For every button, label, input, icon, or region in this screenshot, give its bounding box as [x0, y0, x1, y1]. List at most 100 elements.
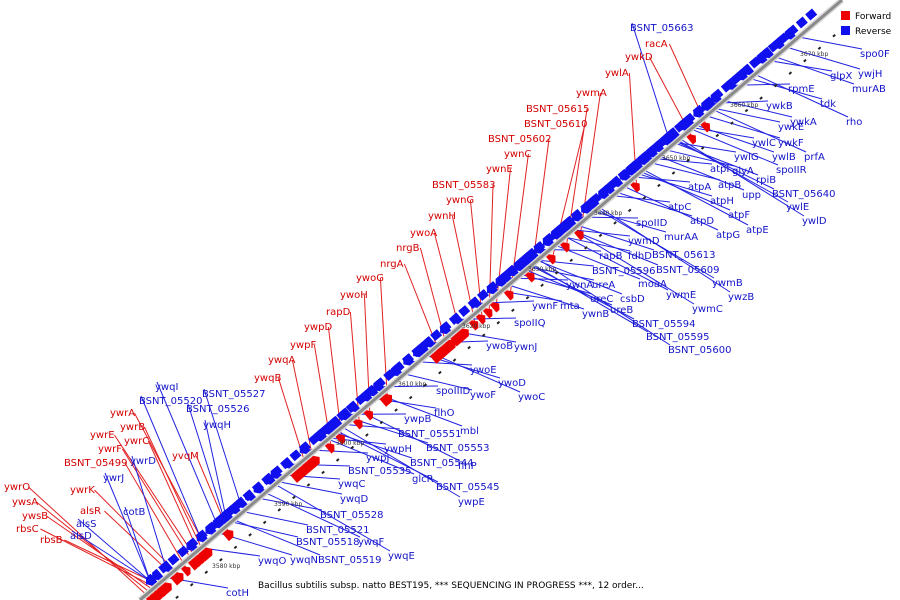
gene-label-atpC[interactable]: atpC	[668, 202, 691, 213]
gene-label-ywlE[interactable]: ywlE	[786, 202, 809, 213]
gene-label-ywkB[interactable]: ywkB	[766, 101, 793, 112]
gene-label-atpA[interactable]: atpA	[688, 182, 711, 193]
gene-label-cotH[interactable]: cotH	[226, 588, 249, 599]
gene-label-rho[interactable]: rho	[846, 117, 862, 128]
gene-label-ywoC[interactable]: ywoC	[518, 392, 545, 403]
gene-label-ywlB[interactable]: ywlB	[772, 152, 796, 163]
gene-label-ywqE[interactable]: ywqE	[388, 551, 415, 562]
gene-label-ywqF[interactable]: ywqF	[358, 537, 384, 548]
gene-label-prfA[interactable]: prfA	[804, 152, 825, 163]
gene-label-ywpE[interactable]: ywpE	[458, 497, 485, 508]
gene-label-ywsA[interactable]: ywsA	[12, 497, 38, 508]
gene-label-ywmC[interactable]: ywmC	[692, 304, 723, 315]
gene-label-ywqD[interactable]: ywqD	[340, 494, 368, 505]
gene-label-BSNT_05594[interactable]: BSNT_05594	[632, 319, 695, 330]
gene-label-ureA[interactable]: ureA	[592, 280, 615, 291]
gene-label-alsR[interactable]: alsR	[80, 506, 101, 517]
gene-label-BSNT_05602[interactable]: BSNT_05602	[488, 134, 551, 145]
gene-label-mta[interactable]: mta	[560, 301, 580, 312]
gene-label-ywpJ[interactable]: ywpJ	[366, 453, 389, 464]
gene-label-ywrC[interactable]: ywrC	[124, 436, 149, 447]
gene-label-flhO[interactable]: flhO	[434, 408, 455, 419]
gene-label-ywqC[interactable]: ywqC	[338, 479, 365, 490]
gene-label-ywoE[interactable]: ywoE	[470, 365, 497, 376]
gene-label-ywlD[interactable]: ywlD	[802, 216, 827, 227]
gene-label-ywoB[interactable]: ywoB	[486, 341, 513, 352]
gene-label-murAB[interactable]: murAB	[852, 84, 886, 95]
gene-label-BSNT_05520[interactable]: BSNT_05520	[139, 396, 202, 407]
gene-label-ywoG[interactable]: ywoG	[356, 273, 384, 284]
gene-label-atpD[interactable]: atpD	[690, 216, 714, 227]
gene-label-BSNT_05596[interactable]: BSNT_05596	[592, 266, 655, 277]
gene-label-BSNT_05640[interactable]: BSNT_05640	[772, 189, 835, 200]
gene-label-spoIID[interactable]: spoIID	[636, 218, 668, 229]
gene-label-nrgB[interactable]: nrgB	[396, 243, 420, 254]
gene-label-ywpF[interactable]: ywpF	[290, 340, 316, 351]
gene-label-ywrJ[interactable]: ywrJ	[103, 473, 124, 484]
gene-label-mbl[interactable]: mbl	[460, 426, 479, 437]
gene-label-rapB[interactable]: rapB	[599, 251, 623, 262]
gene-label-ywlG[interactable]: ywlG	[734, 152, 759, 163]
gene-label-rpmE[interactable]: rpmE	[788, 84, 815, 95]
gene-label-BSNT_05553[interactable]: BSNT_05553	[426, 443, 489, 454]
gene-label-ywrF[interactable]: ywrF	[98, 444, 122, 455]
gene-label-BSNT_05528[interactable]: BSNT_05528	[320, 510, 383, 521]
gene-label-ywpB[interactable]: ywpB	[404, 414, 431, 425]
gene-label-ywnE[interactable]: ywnE	[486, 164, 513, 175]
gene-label-ywpH[interactable]: ywpH	[384, 444, 412, 455]
gene-label-atpI[interactable]: atpI	[710, 164, 729, 175]
gene-label-BSNT_05610[interactable]: BSNT_05610	[524, 119, 587, 130]
gene-label-ywnB[interactable]: ywnB	[582, 309, 609, 320]
gene-label-ywqB[interactable]: ywqB	[254, 373, 281, 384]
gene-label-moaA[interactable]: moaA	[638, 279, 667, 290]
gene-label-racA[interactable]: racA	[645, 39, 668, 50]
gene-label-atpB[interactable]: atpB	[718, 180, 741, 191]
gene-label-atpE[interactable]: atpE	[746, 225, 769, 236]
gene-label-ywoF[interactable]: ywoF	[470, 390, 496, 401]
gene-label-ywkF[interactable]: ywkF	[778, 138, 804, 149]
gene-label-BSNT_05663[interactable]: BSNT_05663	[630, 23, 693, 34]
gene-label-ywrK[interactable]: ywrK	[70, 485, 95, 496]
gene-label-tdk[interactable]: tdk	[820, 99, 836, 110]
gene-label-ywrA[interactable]: ywrA	[110, 408, 135, 419]
gene-label-ywmB[interactable]: ywmB	[712, 278, 743, 289]
gene-label-spoIIQ[interactable]: spoIIQ	[514, 318, 546, 329]
gene-label-ywjH[interactable]: ywjH	[858, 69, 882, 80]
gene-label-ywoA[interactable]: ywoA	[410, 228, 437, 239]
gene-label-ywsB[interactable]: ywsB	[22, 511, 48, 522]
gene-label-ywqI[interactable]: ywqI	[155, 382, 178, 393]
gene-label-glcR[interactable]: glcR	[412, 474, 434, 485]
gene-label-glyA[interactable]: glyA	[732, 166, 754, 177]
gene-label-alsS[interactable]: alsS	[76, 519, 96, 530]
gene-label-ywlC[interactable]: ywlC	[752, 138, 776, 149]
gene-label-ywnA[interactable]: ywnA	[566, 280, 593, 291]
gene-label-BSNT_05499[interactable]: BSNT_05499	[64, 458, 127, 469]
gene-label-rbsB[interactable]: rbsB	[40, 535, 63, 546]
gene-label-atpF[interactable]: atpF	[728, 210, 750, 221]
gene-label-ywnH[interactable]: ywnH	[428, 211, 456, 222]
gene-label-flhP[interactable]: flhP	[458, 461, 477, 472]
gene-label-BSNT_05527[interactable]: BSNT_05527	[202, 389, 265, 400]
gene-label-ywlA[interactable]: ywlA	[605, 68, 629, 79]
gene-label-BSNT_05521[interactable]: BSNT_05521	[306, 525, 369, 536]
gene-label-ywrE[interactable]: ywrE	[90, 430, 115, 441]
gene-label-ywnJ[interactable]: ywnJ	[514, 342, 537, 353]
gene-label-BSNT_05609[interactable]: BSNT_05609	[656, 265, 719, 276]
gene-label-upp[interactable]: upp	[742, 190, 761, 201]
gene-label-ywrD[interactable]: ywrD	[130, 456, 156, 467]
gene-label-rpiB[interactable]: rpiB	[756, 175, 776, 186]
gene-label-atpH[interactable]: atpH	[710, 196, 734, 207]
gene-label-rbsC[interactable]: rbsC	[16, 524, 39, 535]
gene-label-ywrB[interactable]: ywrB	[120, 422, 145, 433]
gene-label-ywkA[interactable]: ywkA	[790, 117, 817, 128]
gene-label-BSNT_05544[interactable]: BSNT_05544	[410, 458, 473, 469]
gene-label-ywkE[interactable]: ywkE	[778, 122, 804, 133]
gene-label-ywqA[interactable]: ywqA	[268, 355, 295, 366]
gene-label-nrgA[interactable]: nrgA	[380, 259, 404, 270]
gene-label-glpX[interactable]: glpX	[830, 71, 852, 82]
gene-label-BSNT_05595[interactable]: BSNT_05595	[646, 332, 709, 343]
gene-label-yvqM[interactable]: yvqM	[172, 451, 199, 462]
gene-label-BSNT_05600[interactable]: BSNT_05600	[668, 345, 731, 356]
gene-label-ywmD[interactable]: ywmD	[628, 236, 660, 247]
gene-label-csbD[interactable]: csbD	[620, 294, 645, 305]
